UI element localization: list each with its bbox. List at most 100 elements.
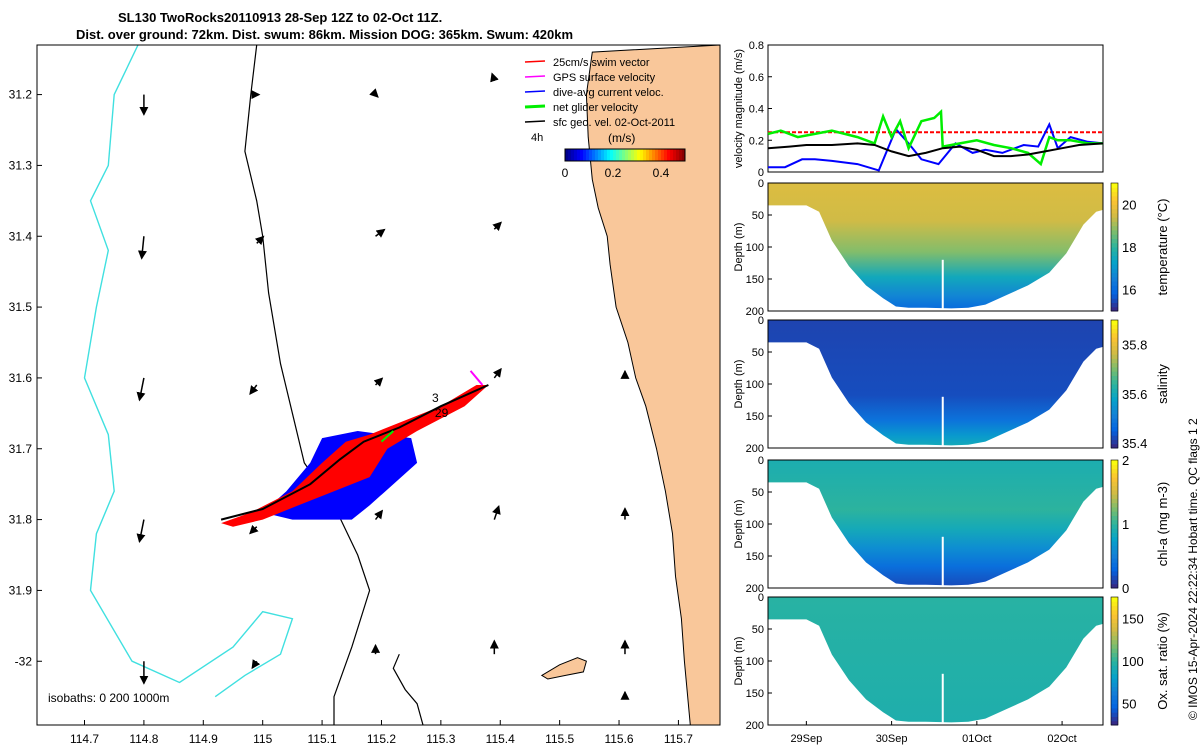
salinity-colorbar-cell-6 (1111, 418, 1118, 423)
velocity-series-dive-avg (768, 121, 1104, 172)
time-xtick-label-1: 30Sep (876, 733, 908, 745)
salinity-colorbar-cell-27 (1111, 328, 1118, 334)
chla-colorbar-label: chl-a (mg m-3) (1155, 482, 1170, 567)
temperature-colorbar-cell-24 (1111, 204, 1118, 210)
chla-colorbar-cell-11 (1111, 536, 1118, 542)
geo-vector-7 (492, 221, 502, 232)
net-velocity-mark (380, 430, 395, 443)
chla-colorbar-cell-22 (1111, 489, 1118, 495)
map-legend: 25cm/s swim vector GPS surface velocity di… (524, 57, 686, 180)
geo-vector-4 (137, 236, 147, 260)
chla-colorbar-cell-9 (1111, 545, 1118, 551)
oxygen-colorbar-cell-5 (1111, 699, 1118, 705)
temperature-ytick-label-4: 200 (746, 306, 764, 318)
oxygen-ylabel: Depth (m) (733, 637, 745, 686)
temperature-colorbar-label: temperature (°C) (1155, 199, 1170, 296)
colorbar-cell-3 (574, 149, 578, 161)
temperature-colorbar-cell-23 (1111, 208, 1118, 214)
temperature-colorbar-cell-4 (1111, 289, 1118, 295)
map-panel: 329 114.7 114.8 114.9 115 115.1 115.2 115.3 115.… (9, 44, 721, 746)
colorbar-cell-18 (619, 149, 623, 161)
oxygen-colorbar-cell-20 (1111, 635, 1118, 641)
swim-vector-region (221, 385, 489, 527)
colorbar-cell-8 (589, 149, 593, 161)
temperature-colorbar-cell-5 (1111, 285, 1118, 291)
track-annotation-0: 3 (432, 391, 439, 405)
oxygen-colorbar-tick-0: 50 (1122, 697, 1136, 712)
chla-colorbar-cell-17 (1111, 511, 1118, 516)
chla-colorbar-cell-4 (1111, 566, 1118, 572)
geo-vector-14 (249, 524, 259, 535)
map-xtick-label-4: 115.1 (308, 732, 337, 746)
legend-label-2: dive-avg current veloc. (553, 87, 664, 99)
salinity-ytick-label-3: 150 (746, 411, 764, 423)
oxygen-colorbar-cell-18 (1111, 643, 1118, 649)
salinity-colorbar-cell-2 (1111, 435, 1118, 440)
chla-ytick-label-4: 200 (746, 583, 764, 595)
oxygen-colorbar-cell-1 (1111, 716, 1118, 722)
salinity-colorbar-cell-19 (1111, 362, 1118, 368)
salinity-ytick-label-2: 100 (746, 379, 764, 391)
isobath-200m (244, 45, 371, 725)
colorbar-cell-21 (628, 149, 632, 161)
profile-panels: 0 0.2 0.4 0.6 0.8 velocity magnitude (m/s) 0 50… (733, 40, 1170, 745)
glider-track-line (220, 384, 489, 521)
colorbar-cell-1 (568, 149, 572, 161)
colorbar-cell-39 (682, 149, 686, 161)
oxygen-colorbar-cell-0 (1111, 720, 1118, 726)
map-ytick-label-5: 31.7 (9, 442, 33, 456)
oxygen-ytick-label-0: 0 (758, 592, 764, 604)
legend-swatch-2 (524, 90, 546, 93)
oxygen-ytick-label-1: 50 (752, 624, 764, 636)
oxygen-colorbar-cell-21 (1111, 631, 1118, 636)
oxygen-colorbar-cell-11 (1111, 673, 1118, 679)
temperature-ylabel: Depth (m) (733, 223, 745, 272)
chla-colorbar-tick-1: 1 (1122, 517, 1129, 532)
temperature-colorbar-tick-0: 16 (1122, 283, 1136, 298)
chla-colorbar-cell-2 (1111, 575, 1118, 580)
temperature-colorbar-tick-1: 18 (1122, 240, 1136, 255)
chla-colorbar-cell-24 (1111, 481, 1118, 487)
colorbar-cell-32 (661, 149, 665, 161)
map-xtick-label-7: 115.4 (486, 732, 515, 746)
chla-colorbar-cell-20 (1111, 498, 1118, 504)
colorbar-cell-22 (631, 149, 635, 161)
temperature-colorbar-tick-2: 20 (1122, 197, 1136, 212)
salinity-colorbar-cell-17 (1111, 371, 1118, 376)
chla-ytick-label-1: 50 (752, 487, 764, 499)
oxygen-colorbar-cell-9 (1111, 682, 1118, 688)
oxygen-colorbar-frame (1110, 596, 1119, 726)
salinity-colorbar-label: salinity (1155, 364, 1170, 404)
salinity-colorbar-cell-13 (1111, 388, 1118, 394)
isobaths-label: isobaths: 0 200 1000m (48, 691, 169, 705)
salinity-colorbar-cell-15 (1111, 379, 1118, 385)
geo-vector-16 (492, 504, 501, 520)
legend-label-3: net glider velocity (553, 102, 638, 114)
chla-colorbar-tick-2: 2 (1122, 453, 1129, 468)
oxygen-colorbar-label: Ox. sat. ratio (%) (1155, 612, 1170, 710)
salinity-colorbar-tick-0: 35.4 (1122, 436, 1147, 451)
salinity-colorbar-cell-29 (1111, 320, 1118, 325)
map-frame (36, 44, 721, 726)
map-ytick-label-1: 31.3 (9, 158, 33, 172)
oxygen-colorbar-cell-25 (1111, 614, 1118, 619)
map-xtick-label-1: 114.8 (129, 732, 158, 746)
chla-colorbar-cell-16 (1111, 515, 1118, 521)
temperature-colorbar-cell-21 (1111, 217, 1118, 222)
gps-velocity-mark (469, 370, 484, 386)
map-xtick-label-2: 114.9 (189, 732, 218, 746)
colorbar-cell-5 (580, 149, 584, 161)
oxygen-colorbar-cell-24 (1111, 618, 1118, 624)
geo-vector-9 (249, 384, 259, 395)
legend-swatch-3 (524, 104, 546, 109)
salinity-colorbar-cell-3 (1111, 430, 1118, 436)
chla-colorbar-cell-29 (1111, 460, 1118, 465)
temperature-colorbar-cell-13 (1111, 251, 1118, 257)
salinity-colorbar-frame (1110, 319, 1119, 449)
salinity-colorbar-cell-24 (1111, 341, 1118, 347)
colorbar-frame (564, 148, 686, 162)
oxygen-colorbar-tick-2: 150 (1122, 611, 1144, 626)
chla-colorbar-cell-13 (1111, 528, 1118, 534)
salinity-colorbar-cell-20 (1111, 358, 1118, 364)
velocity-series-sfc-geo (767, 142, 1104, 158)
